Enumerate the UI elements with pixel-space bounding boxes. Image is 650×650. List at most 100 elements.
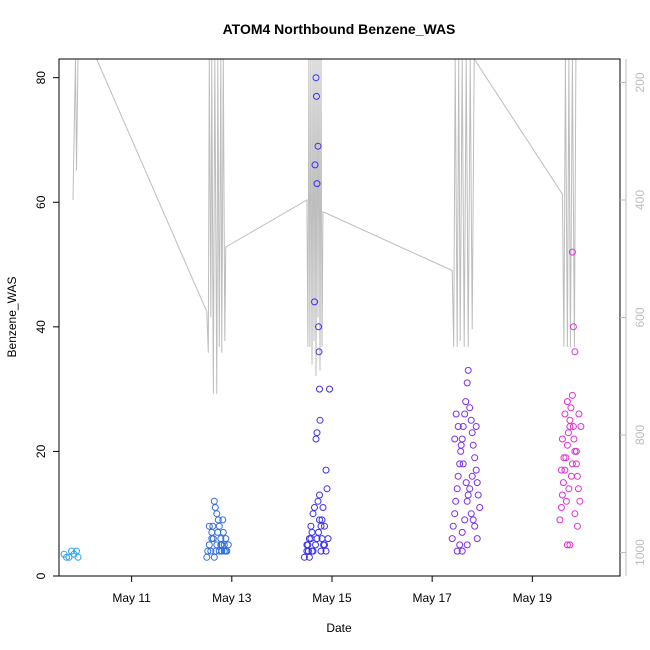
data-point (463, 541, 471, 549)
series-4 (448, 366, 484, 555)
x-tick-label: May 15 (312, 591, 352, 605)
series-1 (60, 547, 82, 561)
data-point (322, 547, 330, 555)
data-point (467, 510, 475, 518)
data-point (313, 180, 321, 188)
plot-layer (60, 59, 585, 561)
data-point (561, 410, 569, 418)
data-point (454, 423, 462, 430)
data-point (323, 485, 331, 493)
data-point (211, 504, 219, 511)
data-point (451, 510, 459, 518)
data-point (222, 535, 230, 543)
data-point (326, 385, 333, 393)
data-point (459, 423, 467, 430)
data-point (468, 472, 476, 480)
data-point (313, 429, 321, 437)
data-point (472, 423, 480, 430)
y-tick-label: 0 (34, 572, 48, 579)
data-point (472, 466, 480, 474)
x-tick-label: May 13 (212, 591, 252, 605)
data-point (214, 516, 222, 524)
data-point (452, 410, 460, 418)
data-point (573, 522, 581, 530)
data-point (304, 547, 312, 555)
y-tick-label: 60 (34, 195, 48, 209)
data-point (204, 547, 212, 555)
data-point (322, 466, 330, 474)
data-point (473, 535, 481, 543)
data-point (315, 348, 323, 356)
data-point (561, 466, 569, 474)
data-point (466, 404, 474, 412)
chart-title: ATOM4 Northbound Benzene_WAS (223, 21, 456, 37)
data-point (318, 516, 326, 524)
data-point (563, 398, 571, 406)
data-point (457, 441, 465, 449)
data-point (476, 504, 484, 511)
series-3 (300, 74, 333, 561)
data-point (65, 553, 73, 561)
data-point (576, 497, 584, 505)
data-point (312, 74, 320, 82)
data-point (575, 410, 583, 418)
data-point (461, 410, 469, 418)
data-point (469, 516, 477, 524)
data-point (566, 423, 574, 430)
data-point (219, 528, 227, 536)
data-point (563, 541, 571, 549)
data-point (311, 504, 318, 511)
data-point (454, 472, 462, 480)
data-point (453, 485, 461, 493)
data-point (73, 547, 80, 555)
data-point (210, 553, 218, 561)
data-point (448, 535, 456, 543)
data-point (309, 547, 317, 555)
data-point (208, 528, 216, 536)
y2-tick-label: 600 (633, 307, 647, 327)
data-point (574, 485, 582, 493)
data-point (314, 142, 322, 150)
data-point (224, 541, 232, 549)
data-point (207, 547, 215, 555)
data-point (471, 454, 479, 462)
data-point (469, 441, 477, 449)
data-point (317, 547, 325, 555)
data-point (316, 416, 324, 424)
data-point (558, 491, 566, 499)
y2-tick-label: 800 (633, 425, 647, 445)
data-point (563, 441, 571, 449)
altitude-trace-line (72, 59, 577, 394)
y2-tick-label: 200 (633, 72, 647, 92)
data-point (312, 541, 319, 549)
data-point (462, 479, 470, 487)
data-point (456, 460, 464, 468)
data-point (463, 379, 471, 387)
data-point (316, 385, 323, 393)
data-point (562, 454, 570, 462)
data-point (316, 491, 323, 499)
x-tick-label: May 11 (112, 591, 151, 605)
y-axis-label: Benzene_WAS (5, 277, 19, 358)
x-tick-label: May 17 (412, 591, 452, 605)
data-point (474, 491, 482, 499)
data-point (566, 541, 574, 549)
data-point (464, 366, 472, 374)
data-point (320, 541, 327, 549)
data-point (451, 435, 459, 443)
data-point (212, 547, 220, 555)
data-point (314, 497, 322, 505)
data-point (467, 416, 475, 424)
axes-layer: May 11 May 13 May 15 May 17 May 19 0 20 40 60 80 2… (34, 59, 647, 605)
data-point (569, 323, 577, 331)
data-point (567, 404, 575, 412)
data-point (217, 541, 225, 549)
data-point (473, 479, 481, 487)
data-point (309, 510, 317, 518)
data-point (464, 491, 472, 499)
data-point (557, 466, 565, 474)
data-point (311, 298, 318, 306)
data-point (462, 398, 470, 406)
